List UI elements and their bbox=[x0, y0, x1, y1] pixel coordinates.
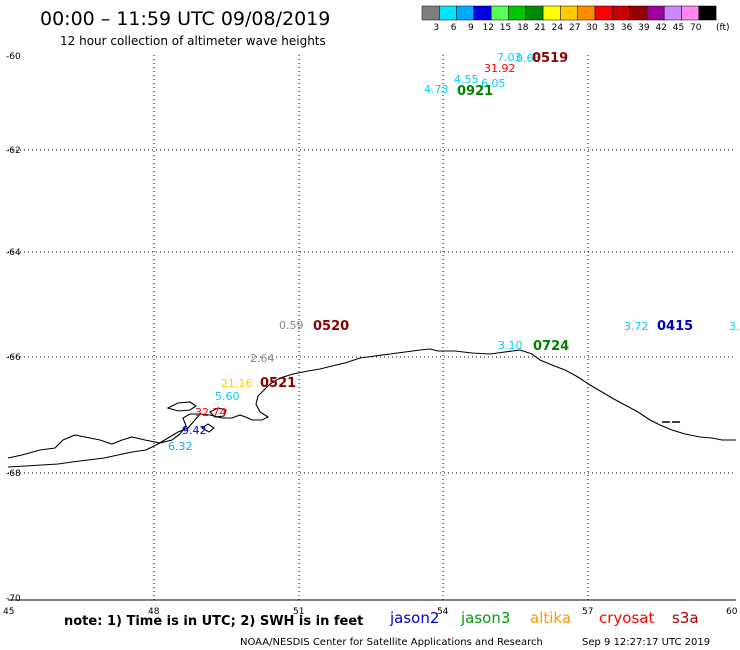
wave-height-label: 21.16 bbox=[221, 377, 253, 390]
footnote: note: 1) Time is in UTC; 2) SWH is in fe… bbox=[64, 614, 363, 629]
generated-timestamp: Sep 9 12:27:17 UTC 2019 bbox=[582, 637, 710, 648]
legend-altika: altika bbox=[530, 609, 571, 627]
ice-shelf-islet bbox=[200, 423, 215, 433]
pass-time-label: 0415 bbox=[657, 319, 693, 334]
colorbar-label: 12 bbox=[482, 23, 493, 33]
wave-height-label: 3.10 bbox=[498, 339, 523, 352]
pass-time-label: 0724 bbox=[533, 339, 569, 354]
wave-height-observations: 7.03 0.66 31.92 4.55 6.05 4.73 0.59 3.10… bbox=[168, 51, 740, 453]
colorbar-label: 18 bbox=[517, 23, 529, 33]
satellite-legend: jason2 jason3 altika cryosat s3a bbox=[389, 609, 699, 627]
colorbar-swatch bbox=[525, 5, 544, 21]
wave-height-label: 4.55 bbox=[454, 73, 479, 86]
wave-height-label: 7.03 bbox=[497, 51, 522, 64]
legend-cryosat: cryosat bbox=[599, 609, 654, 627]
graticule bbox=[8, 55, 736, 600]
colorbar-label: 30 bbox=[586, 23, 598, 33]
wave-height-label: 5.60 bbox=[215, 390, 240, 403]
colorbar-swatch bbox=[646, 5, 665, 21]
map-title: 00:00 – 11:59 UTC 09/08/2019 bbox=[40, 8, 330, 30]
colorbar-swatch bbox=[681, 5, 700, 21]
colorbar-swatch bbox=[629, 5, 648, 21]
colorbar-swatch bbox=[508, 5, 527, 21]
colorbar-swatch bbox=[439, 5, 457, 21]
wave-height-label: 3. bbox=[729, 320, 740, 333]
wave-height-label: 9.42 bbox=[182, 424, 207, 437]
lon-label: 51 bbox=[293, 607, 304, 617]
colorbar-label: 3 bbox=[433, 23, 439, 33]
lon-label: 48 bbox=[148, 607, 160, 617]
colorbar-label: 27 bbox=[569, 23, 580, 33]
antarctic-coastline bbox=[7, 348, 736, 459]
pass-time-label: 0520 bbox=[313, 319, 349, 334]
longitude-labels: 45 48 51 54 57 60 bbox=[3, 607, 738, 617]
credit-line: NOAA/NESDIS Center for Satellite Applica… bbox=[240, 637, 543, 648]
colorbar-swatch bbox=[421, 5, 440, 21]
colorbar-label: 6 bbox=[451, 23, 457, 33]
legend-jason2: jason2 bbox=[389, 609, 439, 627]
colorbar-swatch bbox=[542, 5, 561, 21]
ice-shelf-islet bbox=[166, 401, 197, 412]
colorbar-swatch bbox=[698, 5, 717, 21]
wave-height-label: 0.59 bbox=[279, 319, 304, 332]
colorbar-swatch bbox=[490, 5, 509, 21]
pass-time-label: 0521 bbox=[260, 376, 296, 391]
colorbar-swatch bbox=[663, 5, 682, 21]
lat-label: -64 bbox=[6, 248, 21, 258]
colorbar-unit: (ft) bbox=[716, 23, 730, 33]
colorbar-label: 70 bbox=[690, 23, 702, 33]
legend-s3a: s3a bbox=[672, 609, 699, 627]
latitude-labels: -60 -62 -64 -66 -68 -70 bbox=[6, 52, 21, 604]
pass-time-label: 0519 bbox=[532, 51, 568, 66]
map-subtitle: 12 hour collection of altimeter wave hei… bbox=[60, 34, 326, 48]
wave-height-label: 2.64 bbox=[250, 352, 275, 365]
colorbar-label: 15 bbox=[500, 23, 511, 33]
wave-height-label: 32.74 bbox=[195, 406, 227, 419]
colorbar-label: 24 bbox=[552, 23, 564, 33]
colorbar-label: 21 bbox=[534, 23, 545, 33]
colorbar-swatch bbox=[577, 5, 596, 21]
lon-label: 54 bbox=[437, 607, 449, 617]
legend-jason3: jason3 bbox=[460, 609, 510, 627]
wave-height-label: 6.05 bbox=[481, 77, 506, 90]
lat-label: -60 bbox=[6, 52, 21, 62]
pass-times: 0519 0921 0520 0724 0415 0521 bbox=[260, 51, 693, 391]
coastline-lower-branch bbox=[7, 413, 201, 468]
colorbar-label: 36 bbox=[621, 23, 633, 33]
colorbar: 3 6 9 12 15 18 21 24 27 30 33 36 39 42 45 70 (ft) bbox=[421, 5, 730, 33]
colorbar-label: 9 bbox=[468, 23, 474, 33]
lat-label: -68 bbox=[6, 469, 21, 479]
lat-label: -62 bbox=[6, 146, 21, 156]
colorbar-label: 42 bbox=[655, 23, 666, 33]
colorbar-swatch bbox=[594, 5, 613, 21]
colorbar-swatch bbox=[560, 5, 578, 21]
wave-height-label: 4.73 bbox=[424, 83, 449, 96]
colorbar-swatch bbox=[456, 5, 475, 21]
lon-label: 60 bbox=[726, 607, 738, 617]
colorbar-label: 45 bbox=[673, 23, 684, 33]
colorbar-label: 39 bbox=[638, 23, 650, 33]
lat-label: -70 bbox=[6, 594, 21, 604]
lon-label: 57 bbox=[582, 607, 593, 617]
wave-height-label: 0.66 bbox=[516, 52, 541, 65]
lon-label: 45 bbox=[3, 607, 14, 617]
lat-label: -66 bbox=[6, 353, 21, 363]
colorbar-swatch bbox=[612, 5, 630, 21]
wave-height-label: 31.92 bbox=[484, 62, 516, 75]
colorbar-swatch bbox=[473, 5, 492, 21]
wave-height-label: 3.72 bbox=[624, 320, 649, 333]
pass-time-label: 0921 bbox=[457, 84, 493, 99]
colorbar-label: 33 bbox=[604, 23, 615, 33]
wave-height-label: 6.32 bbox=[168, 440, 193, 453]
ice-shelf-islet bbox=[209, 407, 227, 418]
